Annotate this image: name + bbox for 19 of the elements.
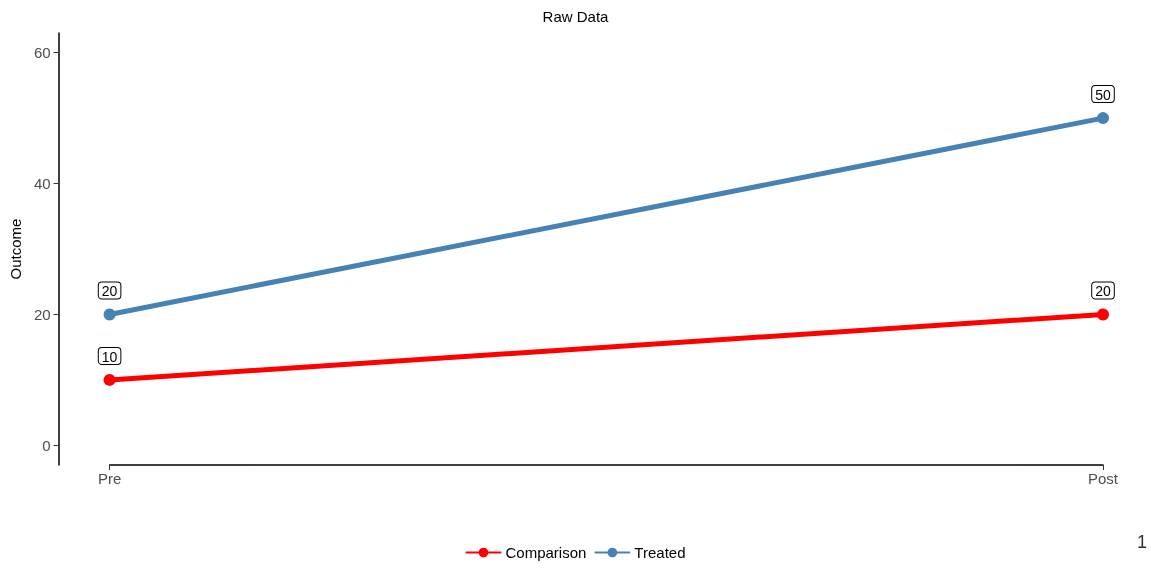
legend-label: Comparison: [505, 544, 587, 561]
chart-title: Raw Data: [542, 8, 610, 25]
text: 1: [1136, 532, 1147, 552]
data-label: 20: [1095, 283, 1111, 300]
y-tick-label: 20: [33, 305, 51, 323]
point: [103, 373, 116, 386]
point: [103, 308, 116, 321]
data-label: 10: [101, 348, 118, 365]
y-tick-label: 60: [33, 44, 51, 62]
x-tick-label: Pre: [97, 470, 122, 487]
y-tick-label: 40: [33, 175, 51, 193]
legend-label: Treated: [634, 544, 686, 561]
x-tick-label: Post: [1087, 470, 1119, 487]
y-tick-label: 0: [42, 436, 51, 454]
point: [1097, 308, 1109, 321]
data-label: 20: [101, 283, 118, 300]
y-axis-title: Outcome: [7, 218, 24, 280]
point: [1097, 112, 1109, 125]
data-label: 50: [1095, 87, 1111, 104]
